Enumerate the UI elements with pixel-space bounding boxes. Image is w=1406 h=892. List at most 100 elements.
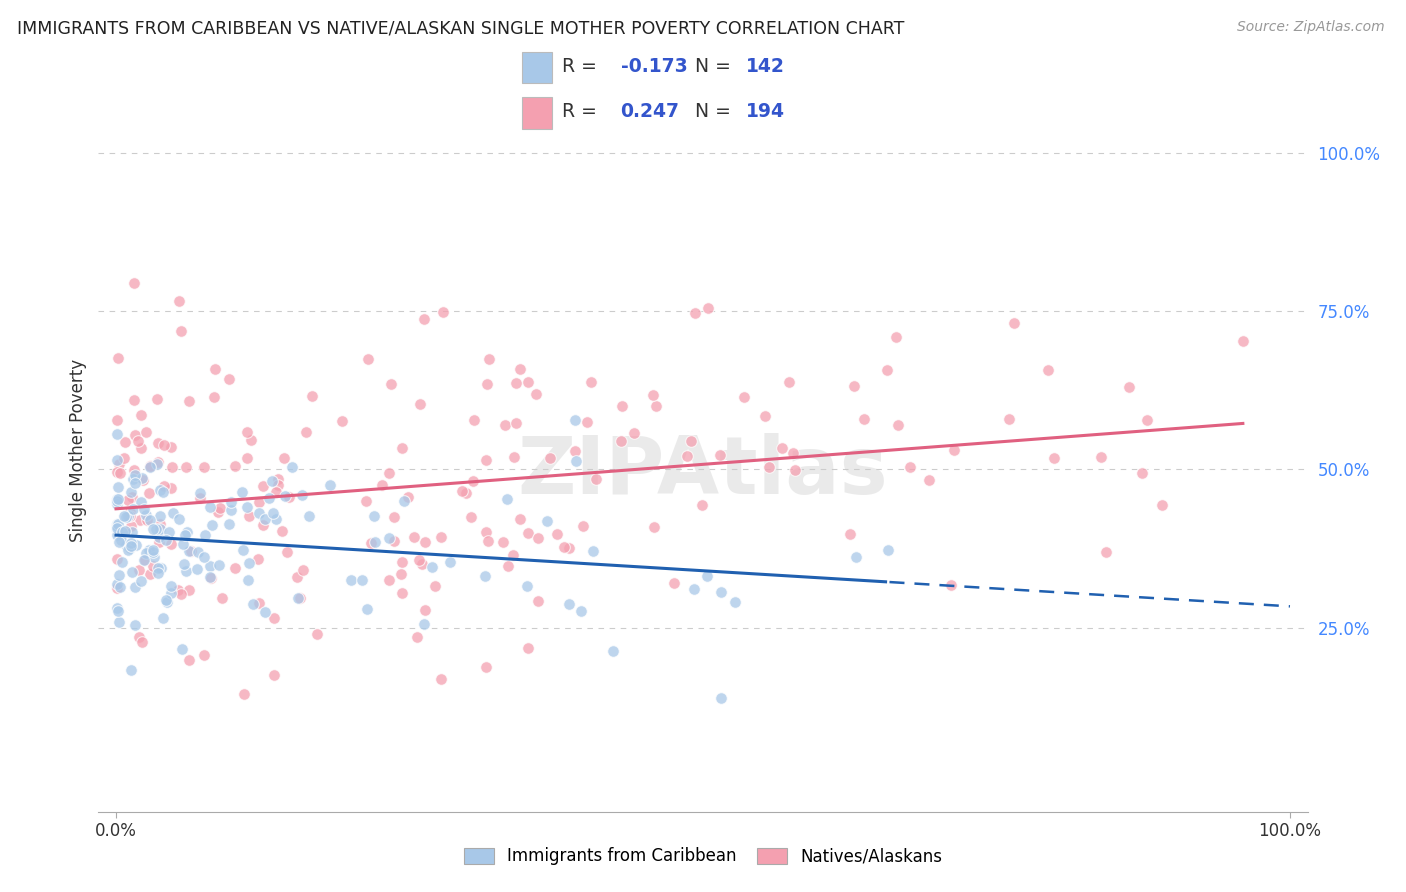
Point <box>585 472 607 486</box>
Point <box>238 509 260 524</box>
Point <box>108 580 131 594</box>
Point <box>267 477 290 491</box>
Point <box>122 501 145 516</box>
Point <box>696 301 718 316</box>
Point <box>474 453 496 467</box>
Point <box>124 428 146 442</box>
Point <box>120 505 142 519</box>
Point <box>188 491 211 505</box>
Point <box>129 408 152 422</box>
Point <box>148 530 170 544</box>
Point <box>391 586 413 600</box>
Point <box>260 475 283 489</box>
Point <box>247 495 270 509</box>
Point <box>142 522 165 536</box>
Point <box>242 597 264 611</box>
Point <box>139 460 162 475</box>
Point <box>124 276 146 290</box>
Point <box>692 498 714 512</box>
Point <box>942 443 965 458</box>
Point <box>392 493 415 508</box>
Point <box>169 512 191 526</box>
Point <box>105 576 128 591</box>
Point <box>253 512 276 526</box>
Point <box>340 574 363 588</box>
Point <box>1002 316 1025 330</box>
Point <box>139 513 162 527</box>
Point <box>107 568 129 582</box>
Point <box>610 399 633 413</box>
Point <box>610 434 633 449</box>
Point <box>170 587 193 601</box>
Point <box>391 441 413 455</box>
Point <box>474 569 496 583</box>
Point <box>105 426 128 441</box>
Point <box>770 442 793 456</box>
Point <box>148 483 170 498</box>
Text: ZIPAtlas: ZIPAtlas <box>517 434 889 511</box>
Point <box>252 517 274 532</box>
Point <box>475 525 498 540</box>
Point <box>117 493 139 508</box>
Point <box>139 458 162 473</box>
Point <box>114 524 136 538</box>
Point <box>135 425 157 439</box>
Point <box>582 543 605 558</box>
Point <box>159 481 181 495</box>
Point <box>157 525 180 540</box>
Point <box>167 293 190 308</box>
Point <box>114 509 136 524</box>
Point <box>236 500 259 514</box>
Point <box>194 528 217 542</box>
Point <box>409 396 432 410</box>
Point <box>179 583 201 598</box>
Point <box>356 352 378 367</box>
Point <box>370 478 392 492</box>
Point <box>110 533 132 547</box>
Point <box>122 472 145 486</box>
Point <box>509 512 531 526</box>
Point <box>121 565 143 579</box>
Point <box>219 494 242 508</box>
Point <box>107 480 129 494</box>
FancyBboxPatch shape <box>522 97 553 128</box>
Point <box>569 604 592 618</box>
Point <box>246 552 269 566</box>
Point <box>291 563 314 577</box>
Point <box>492 534 515 549</box>
Point <box>288 591 311 606</box>
Point <box>274 489 297 503</box>
Point <box>257 491 280 506</box>
Point <box>291 488 314 502</box>
Point <box>142 558 165 573</box>
Point <box>105 516 128 531</box>
Point <box>127 434 149 448</box>
Point <box>122 393 145 408</box>
Point <box>124 580 146 594</box>
Point <box>108 615 131 629</box>
Point <box>778 375 800 389</box>
Point <box>179 653 201 667</box>
Point <box>432 305 454 319</box>
Point <box>134 553 156 567</box>
Point <box>475 377 498 392</box>
Point <box>224 561 246 575</box>
Point <box>502 548 524 562</box>
Point <box>724 595 747 609</box>
Point <box>105 523 128 537</box>
Point <box>783 463 806 477</box>
Point <box>517 526 540 541</box>
Point <box>117 543 139 558</box>
Point <box>516 579 538 593</box>
Point <box>149 517 172 532</box>
Point <box>204 390 226 404</box>
Point <box>402 530 425 544</box>
Point <box>412 312 434 326</box>
Point <box>233 688 256 702</box>
Point <box>887 417 910 432</box>
Point <box>463 475 485 489</box>
Point <box>105 518 128 533</box>
Point <box>546 527 568 541</box>
Point <box>396 490 419 504</box>
Point <box>105 453 128 467</box>
